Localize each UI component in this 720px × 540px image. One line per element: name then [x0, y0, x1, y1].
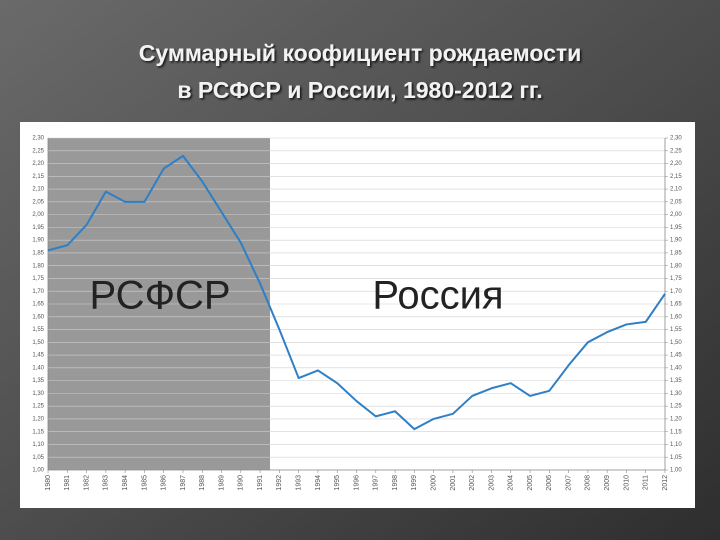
x-tick-label: 1984 [122, 475, 129, 491]
x-tick-label: 1999 [411, 475, 418, 491]
y-tick-label: 1,80 [32, 263, 44, 269]
y2-tick-label: 2,05 [670, 199, 682, 205]
x-tick-label: 1997 [373, 475, 380, 491]
x-tick-label: 1982 [83, 475, 90, 491]
y-tick-label: 1,10 [32, 442, 44, 448]
y-tick-label: 1,40 [32, 365, 44, 371]
x-tick-label: 2005 [527, 475, 534, 491]
x-tick-label: 2003 [488, 475, 495, 491]
x-tick-label: 1992 [276, 475, 283, 491]
plot: 1,00 1,05 1,10 1,15 1,20 1,25 1,30 1,35 1,40 1,45… [32, 136, 682, 491]
y-tick-label: 2,15 [32, 174, 44, 180]
y-tick-label: 2,30 [32, 136, 44, 142]
y-tick-label: 1,90 [32, 238, 44, 244]
annotation: РСФСР [89, 274, 230, 318]
y2-tick-label: 1,25 [670, 404, 682, 410]
y-tick-label: 2,25 [32, 148, 44, 154]
y-tick-label: 1,05 [32, 455, 44, 461]
line [47, 154, 666, 431]
x-tick-label: 2009 [604, 475, 611, 491]
y2-tick-label: 1,60 [670, 314, 682, 320]
y2-tick-label: 1,75 [670, 276, 682, 282]
x-tick-label: 2000 [430, 475, 437, 491]
x-tick-label: 1991 [257, 475, 264, 491]
y2-tick-label: 1,55 [670, 327, 682, 333]
y-tick-label: 1,70 [32, 289, 44, 295]
y-tick-label: 1,30 [32, 391, 44, 397]
y-tick-label: 1,35 [32, 378, 44, 384]
y-tick-label: 1,25 [32, 404, 44, 410]
y2-tick-label: 1,85 [670, 251, 682, 257]
y2-tick-label: 1,50 [670, 340, 682, 346]
x-tick-label: 2011 [643, 475, 650, 490]
y-tick-label: 1,95 [32, 225, 44, 231]
title-line: в РСФСР и России, 1980-2012 гг. [177, 77, 542, 103]
x-tick-label: 2006 [546, 475, 553, 491]
x-tick-label: 1995 [334, 475, 341, 491]
x-tick-label: 2012 [662, 475, 669, 491]
x-tick-label: 1990 [238, 475, 245, 491]
x-tick-label: 1981 [64, 475, 71, 491]
y2-tick-label: 1,45 [670, 353, 682, 359]
y-tick-label: 1,60 [32, 314, 44, 320]
y2-tick-label: 1,35 [670, 378, 682, 384]
x-tick-label: 1996 [353, 475, 360, 491]
y-tick-label: 1,85 [32, 251, 44, 257]
x-tick-label: 1983 [103, 475, 110, 491]
annotation: Россия [372, 274, 503, 318]
y2-tick-label: 1,90 [670, 238, 682, 244]
y2-tick-label: 1,70 [670, 289, 682, 295]
y-tick-label: 2,00 [32, 212, 44, 218]
y-tick-label: 2,05 [32, 199, 44, 205]
y-tick-label: 1,00 [32, 468, 44, 474]
x-tick-label: 1993 [296, 475, 303, 491]
y2-tick-label: 1,15 [670, 429, 682, 435]
y2-tick-label: 2,20 [670, 161, 682, 167]
y2-tick-label: 1,30 [670, 391, 682, 397]
x-tick-label: 1986 [161, 475, 168, 491]
y2-tick-label: 2,10 [670, 187, 682, 193]
y2-tick-label: 2,25 [670, 148, 682, 154]
y-tick-label: 1,65 [32, 302, 44, 308]
y2-tick-label: 1,20 [670, 417, 682, 423]
y2-tick-label: 2,15 [670, 174, 682, 180]
y2-tick-label: 2,30 [670, 136, 682, 142]
x-tick-label: 2007 [565, 475, 572, 491]
x-tick-label: 1987 [180, 475, 187, 491]
y2-tick-label: 1,80 [670, 263, 682, 269]
x-tick-label: 2008 [585, 475, 592, 491]
x-tick-label: 2010 [623, 475, 630, 491]
y2-tick-label: 1,95 [670, 225, 682, 231]
x-tick-label: 1994 [315, 475, 322, 491]
y2-tick-label: 2,00 [670, 212, 682, 218]
y2-tick-label: 1,00 [670, 468, 682, 474]
y-tick-label: 1,15 [32, 429, 44, 435]
y-tick-label: 1,55 [32, 327, 44, 333]
x-tick-label: 1989 [218, 475, 225, 491]
x-tick-label: 1980 [45, 475, 52, 491]
y2-tick-label: 1,65 [670, 302, 682, 308]
title-line: Суммарный коофициент рождаемости [139, 40, 582, 66]
y-tick-label: 2,20 [32, 161, 44, 167]
x-tick-label: 2001 [450, 475, 457, 491]
y-tick-label: 1,45 [32, 353, 44, 359]
x-tick-label: 1985 [141, 475, 148, 491]
x-tick-label: 1998 [392, 475, 399, 491]
y2-tick-label: 1,05 [670, 455, 682, 461]
y2-tick-label: 1,10 [670, 442, 682, 448]
x-tick-label: 2004 [508, 475, 515, 491]
y-tick-label: 1,75 [32, 276, 44, 282]
y2-tick-label: 1,40 [670, 365, 682, 371]
x-tick-label: 1988 [199, 475, 206, 491]
x-tick-label: 2002 [469, 475, 476, 491]
y-tick-label: 2,10 [32, 187, 44, 193]
y-tick-label: 1,50 [32, 340, 44, 346]
y-tick-label: 1,20 [32, 417, 44, 423]
